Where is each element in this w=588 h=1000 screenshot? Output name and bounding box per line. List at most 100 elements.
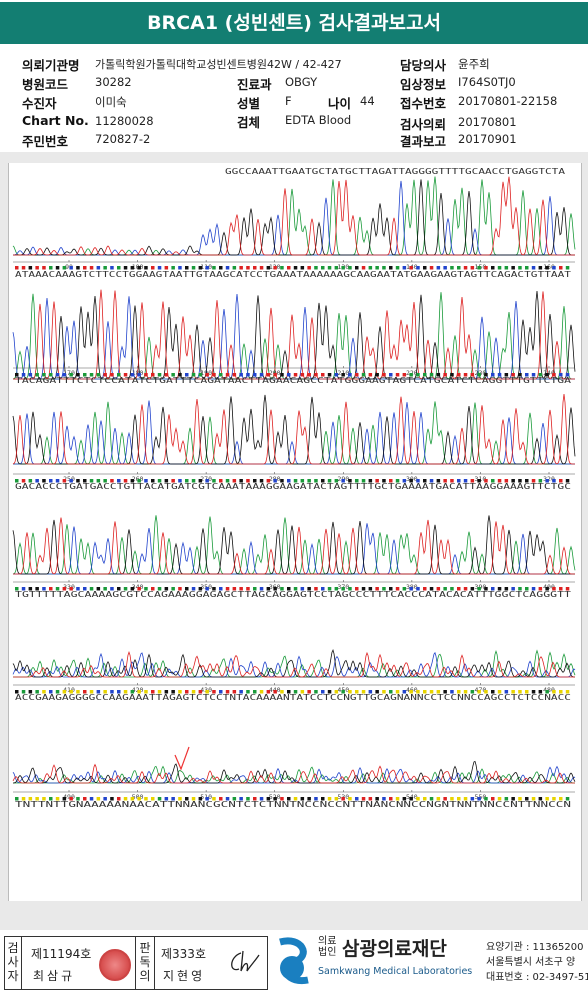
- base-square: [300, 266, 305, 270]
- base-square: [171, 690, 175, 694]
- base-square: [423, 373, 427, 377]
- base-square: [49, 797, 53, 801]
- base-square: [259, 690, 264, 694]
- base-square: [219, 587, 223, 591]
- base-square: [361, 690, 366, 694]
- base-square: [525, 690, 529, 694]
- base-square: [212, 690, 216, 694]
- base-square: [416, 587, 420, 591]
- field-value: 44: [360, 94, 375, 108]
- report-title: BRCA1 (성빈센트) 검사결과보고서: [0, 2, 588, 44]
- base-square: [389, 373, 393, 377]
- base-square: [144, 797, 148, 801]
- base-square: [117, 373, 121, 377]
- base-square: [368, 266, 373, 270]
- base-square: [89, 479, 94, 483]
- base-square: [423, 479, 427, 483]
- base-square: [361, 266, 366, 270]
- base-square: [83, 266, 87, 270]
- field-label: 의뢰기관명: [22, 58, 80, 73]
- base-square: [157, 797, 162, 801]
- base-square: [239, 587, 243, 591]
- base-square: [144, 479, 148, 483]
- base-square: [511, 479, 515, 483]
- base-square: [239, 690, 243, 694]
- base-square: [246, 373, 250, 377]
- field-label: 검체: [237, 115, 261, 130]
- base-square: [375, 266, 379, 270]
- base-square: [219, 266, 223, 270]
- field-value: 가톨릭학원가톨릭대학교성빈센트병원42W / 42-427: [95, 58, 342, 71]
- base-square: [389, 266, 393, 270]
- field-value: 20170901: [458, 132, 517, 146]
- base-square: [497, 479, 502, 483]
- base-square: [497, 373, 502, 377]
- base-square: [198, 266, 203, 270]
- base-square: [28, 479, 33, 483]
- base-square: [259, 373, 264, 377]
- base-square: [559, 797, 563, 801]
- base-square: [144, 690, 148, 694]
- base-square: [504, 373, 509, 377]
- base-square: [83, 373, 87, 377]
- base-square: [83, 690, 87, 694]
- base-square: [314, 373, 318, 377]
- base-square: [559, 373, 563, 377]
- position-label: 480: [543, 686, 555, 694]
- base-square: [416, 266, 420, 270]
- base-square: [144, 587, 148, 591]
- base-square: [103, 373, 107, 377]
- base-square: [565, 266, 570, 270]
- base-square: [76, 373, 80, 377]
- base-square: [477, 373, 481, 377]
- base-square: [185, 587, 189, 591]
- base-square: [212, 587, 216, 591]
- base-square: [287, 266, 291, 270]
- base-square: [450, 373, 454, 377]
- base-square: [219, 690, 223, 694]
- base-square: [253, 690, 257, 694]
- base-square: [355, 797, 359, 801]
- base-square: [123, 690, 128, 694]
- base-square: [273, 797, 277, 801]
- base-square: [55, 797, 60, 801]
- base-square: [103, 587, 107, 591]
- base-square: [151, 373, 155, 377]
- base-sequence: TGTTTTTAGCAAAAGCGTCCAGAAAGGAGAGCTTAGCAGG…: [15, 590, 572, 599]
- base-square: [565, 690, 570, 694]
- base-square: [55, 479, 60, 483]
- base-square: [185, 373, 189, 377]
- base-square: [144, 373, 148, 377]
- trace: [12, 763, 575, 784]
- base-square: [518, 587, 522, 591]
- base-square: [15, 797, 19, 801]
- base-square: [96, 266, 101, 270]
- base-square: [361, 797, 366, 801]
- check-mark: [174, 746, 190, 771]
- base-square: [232, 690, 237, 694]
- base-square: [382, 690, 386, 694]
- base-square: [117, 797, 121, 801]
- base-square: [49, 479, 53, 483]
- base-square: [253, 587, 257, 591]
- base-square: [511, 690, 515, 694]
- base-square: [355, 587, 359, 591]
- base-square: [62, 479, 67, 483]
- base-square: [491, 373, 495, 377]
- base-square: [55, 587, 60, 591]
- base-square: [402, 479, 407, 483]
- base-square: [355, 479, 359, 483]
- base-square: [300, 479, 305, 483]
- base-square: [232, 797, 237, 801]
- base-square: [164, 479, 169, 483]
- report-footer: 검사자 제11194호 최삼규 판독의 제333호 지현영 의료법인 삼광의료재…: [0, 930, 588, 1000]
- base-square: [198, 797, 203, 801]
- base-square: [518, 266, 522, 270]
- base-square: [178, 266, 182, 270]
- base-square: [559, 479, 563, 483]
- base-square: [42, 479, 46, 483]
- base-square: [395, 373, 400, 377]
- base-square: [307, 690, 311, 694]
- base-square: [35, 690, 39, 694]
